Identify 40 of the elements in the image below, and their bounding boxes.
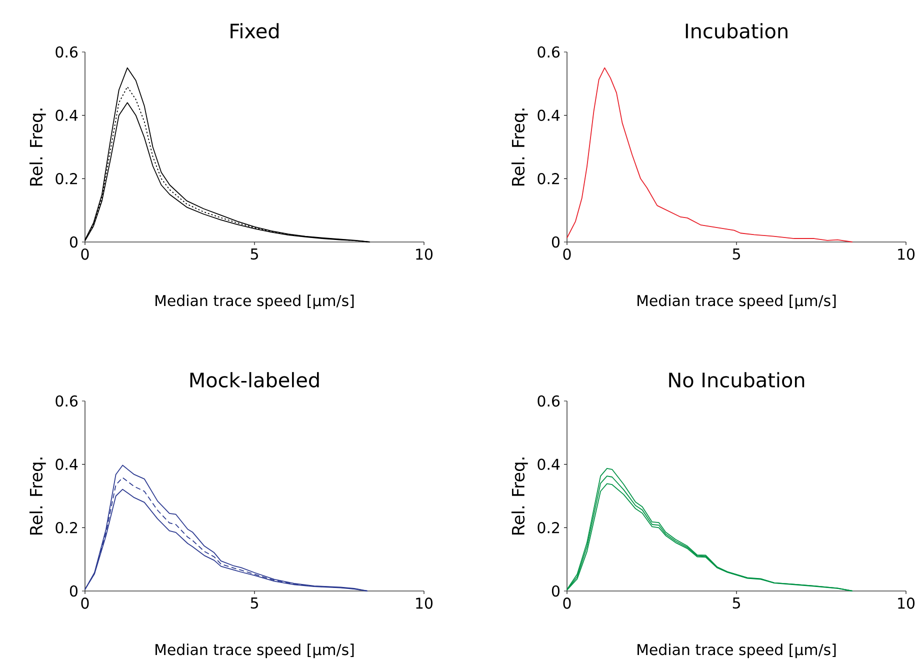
x-axis-title: Median trace speed [µm/s] — [156, 294, 354, 310]
x-tick-label: 0 — [563, 248, 571, 260]
x-tick-label: 0 — [81, 248, 89, 260]
x-tick-label: 10 — [898, 598, 915, 609]
x-tick-label: 5 — [732, 598, 740, 609]
x-tick-label: 10 — [898, 248, 915, 260]
y-tick-label: 0 — [552, 236, 560, 248]
x-axis-title: Median trace speed [µm/s] — [638, 644, 836, 658]
y-tick-label: 0.2 — [56, 522, 77, 534]
y-tick-label: 0.6 — [56, 395, 78, 407]
y-tick-label: 0.6 — [538, 395, 560, 407]
y-tick-label: 0 — [70, 236, 78, 248]
x-tick-label: 5 — [250, 248, 258, 260]
x-tick-label: 5 — [732, 248, 740, 260]
y-axis-title: Rel. Freq. — [29, 458, 46, 535]
x-tick-label: 10 — [416, 598, 433, 609]
y-tick-label: 0.4 — [56, 458, 78, 470]
y-axis-title: Rel. Freq. — [511, 458, 528, 535]
y-axis-title: Rel. Freq. — [511, 108, 528, 186]
y-tick-label: 0.2 — [538, 522, 559, 534]
chart-title: Incubation — [686, 23, 788, 38]
y-tick-label: 0.6 — [538, 46, 560, 58]
y-tick-label: 0.2 — [538, 173, 559, 184]
y-tick-label: 0.6 — [56, 46, 78, 58]
y-axis-title: Rel. Freq. — [29, 108, 46, 186]
x-tick-label: 0 — [563, 598, 571, 609]
y-tick-label: 0.4 — [538, 110, 560, 121]
x-tick-label: 10 — [416, 248, 433, 260]
y-tick-label: 0.4 — [538, 458, 560, 470]
x-axis-title: Median trace speed [µm/s] — [156, 644, 354, 658]
x-tick-label: 5 — [250, 598, 258, 609]
x-axis-title: Median trace speed [µm/s] — [638, 294, 836, 310]
y-tick-label: 0.2 — [56, 173, 77, 184]
y-tick-label: 0 — [552, 585, 560, 597]
x-tick-label: 0 — [81, 598, 89, 609]
y-tick-label: 0.4 — [56, 110, 78, 121]
chart-title: Mock-labeled — [190, 372, 319, 388]
chart-title: No Incubation — [669, 372, 804, 388]
chart-title: Fixed — [230, 23, 279, 38]
y-tick-label: 0 — [70, 585, 78, 597]
